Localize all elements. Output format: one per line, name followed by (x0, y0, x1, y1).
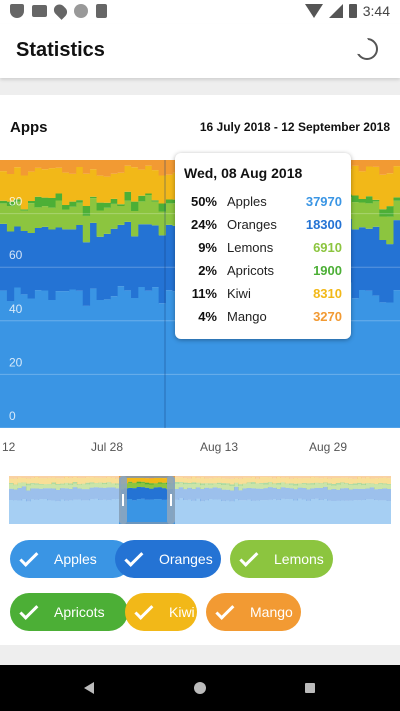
wifi-icon (305, 4, 323, 18)
signal-icon (329, 4, 343, 18)
back-icon[interactable] (84, 682, 94, 694)
y-tick-label: 0 (9, 409, 16, 423)
tooltip-value: 18300 (306, 217, 342, 232)
tooltip-percent: 9% (198, 240, 217, 255)
tooltip-percent: 4% (198, 309, 217, 324)
tooltip-series-name: Kiwi (227, 286, 251, 301)
x-tick-label: Aug 13 (200, 440, 238, 454)
checkmark-icon (124, 547, 143, 566)
system-nav-bar (0, 665, 400, 711)
tooltip-percent: 24% (191, 217, 217, 232)
sd-card-icon (96, 4, 107, 18)
circle-icon (74, 4, 88, 18)
page-title: Statistics (16, 39, 105, 62)
filter-chip-mango[interactable]: Mango (206, 593, 301, 631)
y-tick-label: 80 (9, 195, 23, 209)
handle-grip-icon (170, 494, 172, 506)
tooltip-value: 1900 (313, 263, 342, 278)
chip-label: Oranges (159, 551, 213, 567)
filter-chip-apples[interactable]: Apples (10, 540, 132, 578)
checkmark-icon (19, 600, 38, 619)
filter-chip-oranges[interactable]: Oranges (115, 540, 221, 578)
mail-icon (32, 5, 47, 17)
app-bar: Statistics (0, 24, 400, 78)
tooltip-value: 8310 (313, 286, 342, 301)
tooltip-series-name: Oranges (227, 217, 277, 232)
navigator-series-apples (9, 498, 391, 524)
tooltip-percent: 2% (198, 263, 217, 278)
tooltip-value: 6910 (313, 240, 342, 255)
filter-chip-kiwi[interactable]: Kiwi (125, 593, 197, 631)
data-tooltip[interactable]: Wed, 08 Aug 2018 50% Apples 37970 24% Orange… (175, 153, 351, 339)
chip-label: Apples (54, 551, 97, 567)
tooltip-row: 50% Apples 37970 (175, 194, 351, 214)
battery-icon (349, 4, 357, 18)
tooltip-percent: 11% (192, 286, 217, 301)
y-tick-label: 20 (9, 355, 23, 369)
chip-label: Kiwi (169, 604, 195, 620)
checkmark-icon (19, 547, 38, 566)
tooltip-value: 3270 (313, 309, 342, 324)
chip-label: Lemons (274, 551, 324, 567)
status-bar: 3:44 (0, 0, 400, 24)
filter-chip-lemons[interactable]: Lemons (230, 540, 333, 578)
tooltip-value: 37970 (306, 194, 342, 209)
status-time: 3:44 (363, 3, 390, 19)
tooltip-series-name: Mango (227, 309, 267, 324)
x-axis-labels: 12 Jul 28 Aug 13 Aug 29 (0, 440, 400, 456)
location-pin-icon (52, 2, 70, 20)
tooltip-row: 11% Kiwi 8310 (175, 286, 351, 306)
tooltip-row: 4% Mango 3270 (175, 309, 351, 329)
x-tick-label: Jul 28 (91, 440, 123, 454)
tooltip-row: 9% Lemons 6910 (175, 240, 351, 260)
tooltip-row: 24% Oranges 18300 (175, 217, 351, 237)
handle-grip-icon (122, 494, 124, 506)
y-tick-label: 40 (9, 302, 23, 316)
recents-icon[interactable] (305, 683, 315, 693)
range-navigator[interactable] (9, 476, 391, 524)
chip-label: Apricots (54, 604, 105, 620)
tooltip-series-name: Apples (227, 194, 267, 209)
home-icon[interactable] (194, 682, 206, 694)
date-range: 16 July 2018 - 12 September 2018 (200, 120, 390, 134)
tooltip-series-name: Lemons (227, 240, 273, 255)
night-mode-moon-icon[interactable] (356, 38, 378, 60)
tooltip-series-name: Apricots (227, 263, 274, 278)
shield-icon (10, 4, 24, 18)
checkmark-icon (134, 600, 153, 619)
checkmark-icon (239, 547, 258, 566)
chip-label: Mango (250, 604, 293, 620)
filter-chip-apricots[interactable]: Apricots (10, 593, 128, 631)
x-tick-label: 12 (2, 440, 15, 454)
tooltip-date: Wed, 08 Aug 2018 (184, 165, 302, 181)
tooltip-percent: 50% (191, 194, 217, 209)
tooltip-row: 2% Apricots 1900 (175, 263, 351, 283)
chart-title: Apps (10, 119, 48, 136)
y-tick-label: 60 (9, 248, 23, 262)
checkmark-icon (215, 600, 234, 619)
x-tick-label: Aug 29 (309, 440, 347, 454)
